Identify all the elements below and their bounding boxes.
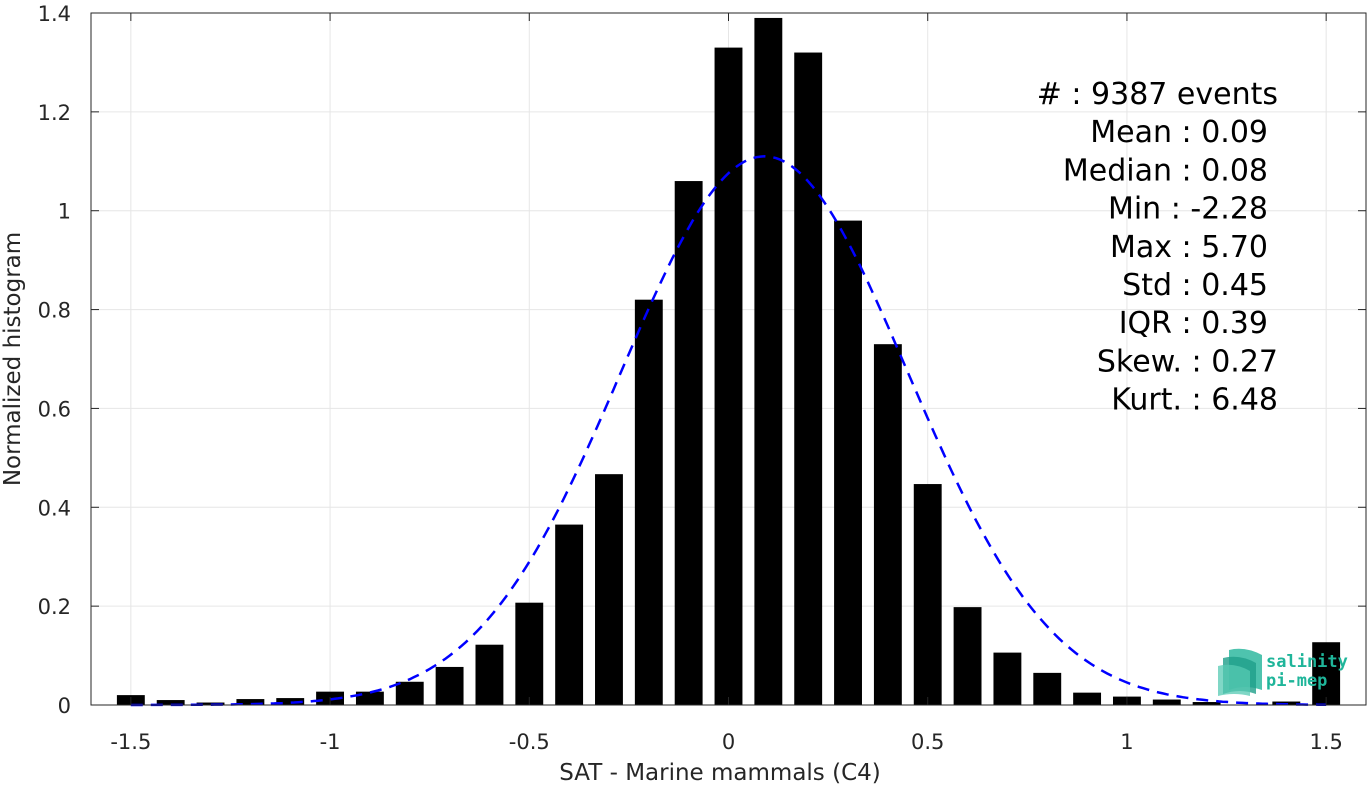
y-axis-label: Normalized histogram xyxy=(0,232,26,486)
y-tick-label: 0.6 xyxy=(38,397,71,421)
stats-line: Mean : 0.09 xyxy=(1090,115,1268,150)
x-tick-label: 1 xyxy=(1120,730,1133,754)
histogram-bar xyxy=(435,666,464,705)
y-tick-label: 1.2 xyxy=(38,101,71,125)
x-tick-label: -0.5 xyxy=(509,730,550,754)
histogram-bar xyxy=(515,602,544,705)
histogram-bar xyxy=(1312,642,1341,705)
logo-waves-icon xyxy=(1218,648,1262,696)
histogram-bar xyxy=(674,181,703,706)
stats-line: Max : 5.70 xyxy=(1110,230,1268,265)
histogram-bar xyxy=(634,299,663,705)
histogram-bar xyxy=(794,52,823,706)
histogram-bar xyxy=(1033,672,1062,705)
y-axis-ticks: 0 0.2 0.4 0.6 0.8 1 1.2 1.4 xyxy=(38,2,1366,718)
gaussian-fit-curve xyxy=(130,155,1327,707)
histogram-bar xyxy=(276,698,305,705)
logo-text-line1: salinity xyxy=(1266,652,1348,672)
histogram-bar xyxy=(236,699,265,705)
histogram-bar xyxy=(196,702,225,705)
y-tick-label: 1 xyxy=(58,200,71,224)
histogram-bar xyxy=(1192,702,1221,705)
histogram-bar xyxy=(714,47,743,706)
x-tick-label: 1.5 xyxy=(1309,730,1342,754)
histogram-bar xyxy=(395,681,424,705)
stats-line: # : 9387 events xyxy=(1037,77,1278,112)
x-axis-label: SAT - Marine mammals (C4) xyxy=(559,760,881,785)
histogram-bar xyxy=(156,700,185,705)
stats-line: Min : -2.28 xyxy=(1108,192,1268,227)
stats-line: Median : 0.08 xyxy=(1063,153,1268,188)
stats-line: Kurt. : 6.48 xyxy=(1111,383,1278,418)
x-tick-label: 0.5 xyxy=(911,730,944,754)
y-tick-label: 0.4 xyxy=(38,496,71,520)
histogram-bar xyxy=(1152,699,1181,705)
salinity-pimep-logo: salinity pi-mep xyxy=(1218,648,1348,696)
x-axis-ticks: -1.5 -1 -0.5 0 0.5 1 1.5 xyxy=(110,13,1343,754)
histogram-bars xyxy=(116,17,1341,706)
histogram-bar xyxy=(475,644,504,705)
y-tick-label: 1.4 xyxy=(38,2,71,26)
stats-line: Skew. : 0.27 xyxy=(1097,344,1278,379)
histogram-bar xyxy=(555,524,584,705)
histogram-bar xyxy=(913,484,942,705)
x-tick-label: -1.5 xyxy=(110,730,151,754)
x-tick-label: -1 xyxy=(320,730,341,754)
histogram-bar xyxy=(834,220,862,705)
histogram-bar xyxy=(953,607,982,705)
histogram-bar xyxy=(993,652,1022,705)
y-tick-label: 0 xyxy=(58,694,71,718)
histogram-bar xyxy=(355,691,384,705)
histogram-bar xyxy=(1073,692,1102,705)
y-tick-label: 0.2 xyxy=(38,595,71,619)
stats-line: IQR : 0.39 xyxy=(1119,306,1268,341)
stats-line: Std : 0.45 xyxy=(1122,268,1268,303)
histogram-bar xyxy=(595,474,623,705)
histogram-bar xyxy=(873,344,902,705)
logo-text-line2: pi-mep xyxy=(1266,671,1327,691)
histogram-bar xyxy=(754,17,783,705)
x-tick-label: 0 xyxy=(722,730,735,754)
y-tick-label: 0.8 xyxy=(38,299,71,323)
